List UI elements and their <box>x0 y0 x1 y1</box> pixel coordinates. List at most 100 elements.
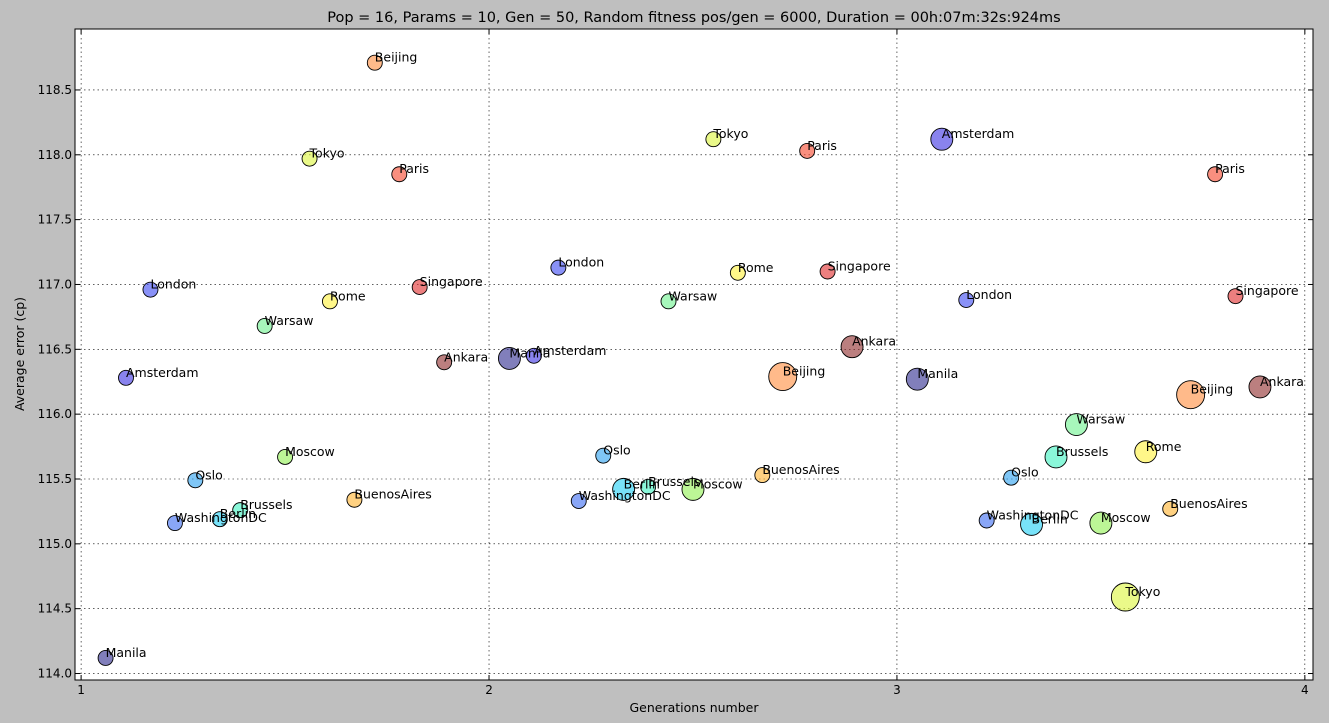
point-label: BuenosAires <box>354 487 431 502</box>
y-tick-label: 118.0 <box>38 148 72 162</box>
y-tick-label: 115.0 <box>38 537 72 551</box>
point-label: Rome <box>1146 439 1182 454</box>
scatter-point <box>1207 166 1224 183</box>
point-label: Berlin <box>220 506 256 521</box>
point-label: Tokyo <box>1124 584 1160 599</box>
x-tick-label: 4 <box>1301 683 1309 697</box>
scatter-point <box>118 369 134 386</box>
y-tick-label: 118.5 <box>38 83 72 97</box>
scatter-point <box>612 477 636 501</box>
point-label: Manila <box>917 366 958 381</box>
point-label: Brussels <box>648 474 700 489</box>
point-label: WashingtonDC <box>579 488 671 503</box>
scatter-point <box>754 467 771 484</box>
point-label: Singapore <box>828 259 891 274</box>
point-label: Amsterdam <box>534 343 607 358</box>
point-label: Warsaw <box>669 288 718 303</box>
scatter-point <box>321 293 338 310</box>
scatter-point <box>97 650 114 666</box>
scatter-point <box>570 493 587 509</box>
point-label: Ankara <box>444 349 488 364</box>
scatter-point <box>142 281 159 298</box>
x-tick-label: 2 <box>485 683 493 697</box>
scatter-point <box>819 263 836 280</box>
scatter-point <box>660 293 677 310</box>
scatter-point <box>525 347 542 364</box>
point-label: Manila <box>106 645 147 660</box>
x-axis-label: Generations number <box>629 700 759 715</box>
scatter-point <box>930 127 954 151</box>
plot-area <box>75 29 1313 680</box>
scatter-point <box>346 491 363 508</box>
scatter-point <box>256 318 273 334</box>
scatter-point <box>978 512 995 529</box>
scatter-point <box>411 279 428 296</box>
point-label: Paris <box>807 138 837 153</box>
scatter-point <box>640 478 657 495</box>
axis-ticks: 1 2 3 4 114.0 114.5 115.0 115.5 116.0 116.5 117.0 1… <box>38 29 1313 697</box>
plot-frame <box>74 28 1314 681</box>
point-label: Oslo <box>603 443 630 458</box>
point-label: Singapore <box>420 274 483 289</box>
point-label: Amsterdam <box>942 126 1015 141</box>
scatter-point <box>1134 440 1158 464</box>
point-label: London <box>558 255 604 270</box>
point-label: Beijing <box>783 364 826 379</box>
scatter-point <box>1176 380 1206 410</box>
scatter-point <box>705 131 722 148</box>
scatter-point <box>958 292 975 308</box>
y-tick-label: 117.0 <box>38 277 72 291</box>
scatter-point <box>1248 375 1272 399</box>
scatter-point <box>595 447 612 464</box>
scatter-point <box>1020 512 1043 536</box>
point-label: Paris <box>1215 161 1245 176</box>
scatter-point <box>1003 469 1020 486</box>
point-label: Warsaw <box>1076 412 1125 427</box>
point-label: Rome <box>330 288 366 303</box>
point-label: Manila <box>509 345 550 360</box>
point-label: Beijing <box>375 50 418 65</box>
point-label: BuenosAires <box>762 462 839 477</box>
point-label: WashingtonDC <box>175 510 267 525</box>
scatter-point <box>277 448 294 465</box>
scatter-point <box>391 166 408 183</box>
point-label: Singapore <box>1235 283 1298 298</box>
y-tick-label: 116.5 <box>38 342 72 356</box>
scatter-point <box>1044 445 1068 469</box>
y-tick-label: 117.5 <box>38 213 72 227</box>
point-label: Moscow <box>693 476 743 491</box>
point-label: Paris <box>399 161 429 176</box>
scatter-point <box>187 472 204 489</box>
y-tick-label: 115.5 <box>38 472 72 486</box>
point-label: Rome <box>738 260 774 275</box>
point-label: Moscow <box>1101 510 1151 525</box>
scatter-point <box>497 346 521 370</box>
point-label: Berlin <box>624 476 660 491</box>
y-tick-label: 116.0 <box>38 407 72 421</box>
scatter-point <box>1110 582 1140 612</box>
point-label: Beijing <box>1191 382 1234 397</box>
scatter-point <box>366 54 383 71</box>
y-axis-label: Average error (cp) <box>12 297 27 411</box>
scatter-point <box>840 335 864 359</box>
point-label: London <box>966 287 1012 302</box>
y-tick-label: 114.5 <box>38 602 72 616</box>
scatter-point <box>1089 511 1113 535</box>
point-label: Tokyo <box>712 126 748 141</box>
scatter-point <box>1227 288 1244 305</box>
point-label: Amsterdam <box>126 365 199 380</box>
point-label: Oslo <box>1011 465 1038 480</box>
scatter-point <box>166 515 183 532</box>
point-label: Ankara <box>1260 374 1304 389</box>
chart-title: Pop = 16, Params = 10, Gen = 50, Random … <box>327 10 1060 26</box>
point-label: Moscow <box>285 444 335 459</box>
point-label: Brussels <box>240 497 292 512</box>
x-tick-label: 1 <box>77 683 85 697</box>
scatter-point <box>905 367 929 391</box>
scatter-points <box>97 54 1272 666</box>
y-tick-label: 114.0 <box>38 667 72 681</box>
point-label: WashingtonDC <box>987 507 1079 522</box>
scatter-point <box>768 362 798 391</box>
